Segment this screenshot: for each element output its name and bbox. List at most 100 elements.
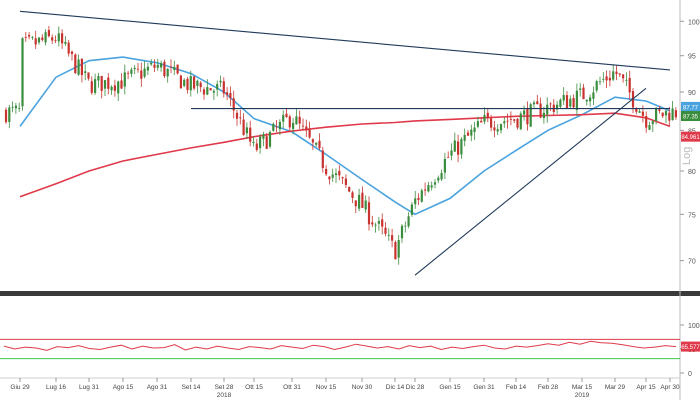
x-tick-label: Mar 29 — [605, 384, 626, 391]
x-tick-label: Dic 14 — [386, 384, 405, 391]
candle-body — [628, 77, 631, 93]
candle-body — [582, 87, 585, 100]
candle-body — [84, 71, 87, 73]
candle-body — [575, 90, 578, 110]
x-tick-label: Gen 31 — [473, 384, 495, 391]
candle-body — [249, 127, 252, 142]
candle-body — [361, 192, 364, 208]
candle-body — [410, 204, 413, 215]
candle-body — [64, 41, 67, 44]
candle-body — [671, 108, 674, 121]
x-tick-label: Ago 31 — [147, 384, 168, 391]
candle-body — [503, 121, 506, 124]
candle-body — [219, 80, 222, 83]
candle-body — [199, 82, 202, 88]
y-axis-label: Log — [681, 147, 693, 165]
candle-body — [509, 119, 512, 121]
candle-body — [526, 108, 529, 125]
year-label: 2018 — [217, 392, 232, 399]
x-tick-label: Lug 31 — [79, 384, 99, 391]
candle-body — [285, 113, 288, 118]
candle-body — [242, 119, 245, 135]
candle-body — [54, 40, 57, 42]
candle-body — [483, 115, 486, 122]
x-tick-label: Dic 28 — [406, 384, 425, 391]
candle-body — [651, 121, 654, 125]
candle-body — [146, 66, 149, 71]
candle-body — [8, 107, 11, 122]
candle-body — [486, 112, 489, 118]
candle-body — [556, 104, 559, 110]
x-tick-label: Ott 31 — [283, 384, 301, 391]
x-tick-label: Apr 30 — [660, 384, 680, 391]
candle-body — [179, 75, 182, 89]
candle-body — [160, 63, 163, 68]
candle-body — [440, 172, 443, 180]
candle-body — [344, 178, 347, 185]
candle-body — [226, 92, 229, 96]
y-tick-label: 90 — [688, 90, 696, 97]
candle-body — [655, 108, 658, 121]
candle-body — [348, 186, 351, 192]
candle-body — [490, 118, 493, 128]
candle-body — [186, 78, 189, 90]
candle-body — [437, 177, 440, 181]
candle-body — [664, 110, 668, 116]
candle-body — [559, 99, 562, 107]
value-badge-label-1: 87.77 — [683, 105, 699, 111]
candle-body — [648, 125, 651, 130]
candle-body — [513, 119, 516, 121]
candle-body — [539, 103, 542, 118]
candle-body — [24, 37, 27, 38]
candle-body — [80, 59, 83, 76]
candle-body — [222, 81, 225, 94]
candle-body — [417, 197, 420, 200]
candle-body — [542, 112, 545, 119]
candle-body — [493, 127, 496, 131]
candle-body — [156, 64, 159, 68]
x-tick-label: Ago 15 — [113, 384, 134, 391]
candle-body — [625, 79, 628, 81]
candle-body — [166, 68, 169, 77]
candle-body — [140, 70, 143, 79]
candle-body — [61, 33, 64, 44]
candle-body — [173, 66, 176, 71]
trendline-1 — [19, 10, 671, 71]
value-badge-label-2: 87.35 — [683, 115, 699, 121]
candle-body — [272, 123, 275, 131]
osc-y-tick-label: 0 — [688, 371, 692, 378]
candle-body — [364, 200, 367, 210]
candle-body — [28, 35, 31, 37]
candle-body — [318, 140, 321, 149]
value-badge-2 — [681, 111, 700, 122]
y-tick-label: 70 — [688, 259, 696, 266]
candle-body — [4, 109, 8, 123]
candle-body — [100, 75, 103, 91]
value-badge-3 — [681, 131, 700, 142]
osc-value-badge — [681, 341, 700, 352]
candle-body — [615, 71, 618, 75]
candle-body — [268, 131, 272, 147]
x-tick-label: Feb 28 — [538, 384, 559, 391]
candle-body — [381, 219, 384, 227]
candle-body — [589, 97, 592, 102]
osc-y-tick-label: 100 — [688, 323, 700, 330]
candle-body — [519, 113, 522, 130]
moving-average-line-1 — [19, 56, 671, 216]
oscillator-line — [3, 340, 677, 351]
x-tick-label: Gen 15 — [439, 384, 461, 391]
candle-body — [529, 104, 532, 127]
candle-body — [127, 72, 130, 74]
candle-body — [298, 116, 301, 124]
candle-body — [397, 239, 400, 258]
candle-body — [433, 182, 437, 185]
candle-body — [338, 170, 341, 176]
candle-body — [668, 112, 671, 121]
candle-body — [133, 67, 136, 70]
candle-body — [229, 93, 232, 99]
value-badge-label-3: 84.961 — [681, 135, 700, 141]
candle-body — [117, 81, 120, 94]
candle-body — [259, 136, 262, 149]
candle-body — [387, 234, 390, 236]
candle-body — [331, 174, 334, 178]
